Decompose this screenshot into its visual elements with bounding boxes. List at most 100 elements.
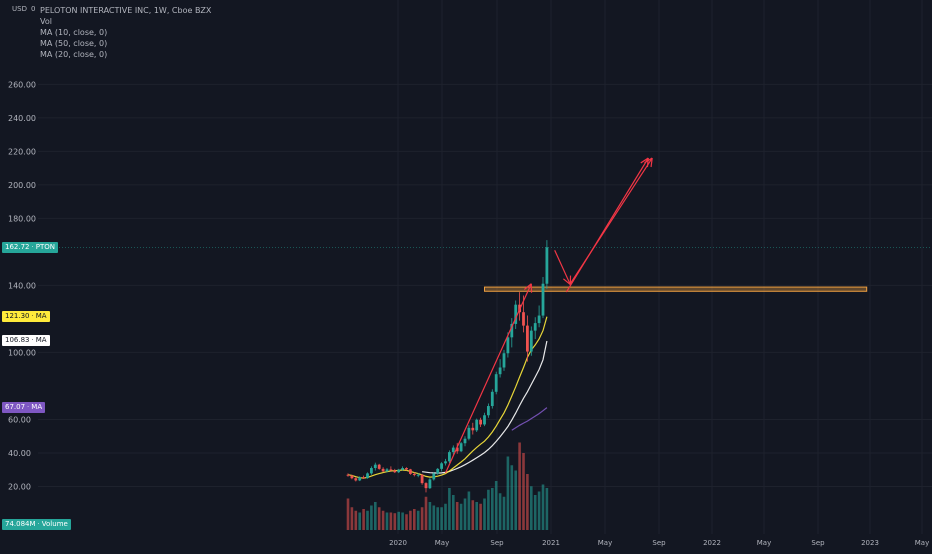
volume-bar [378,507,381,530]
volume-bar [468,492,471,531]
candle-body [421,475,424,483]
price-tag-last: 162.72·PTON [2,242,58,253]
candle-body [366,473,369,478]
volume-bar [530,486,533,530]
legend-ma-50[interactable]: MA (50, close, 0) [40,38,211,49]
y-tick-label: 220.00 [8,147,36,156]
volume-bar [475,502,478,530]
volume-bar [499,493,502,530]
volume-bar [534,495,537,530]
volume-bar [413,509,416,530]
candle-body [526,326,529,352]
candle-body [374,465,377,468]
volume-bar [507,457,510,531]
legend: PELOTON INTERACTIVE INC, 1W, Cboe BZX Vo… [40,5,211,60]
x-tick-label: Sep [811,539,825,547]
volume-bar [351,507,354,530]
volume-bar [518,443,521,531]
x-tick-label: May [435,539,449,547]
y-tick-label: 200.00 [8,181,36,190]
volume-bar [440,507,443,530]
volume-bar [382,511,385,530]
candle-body [471,428,474,431]
legend-ma-10[interactable]: MA (10, close, 0) [40,27,211,38]
volume-bar [425,497,428,530]
price-tag-ma-50: 67.07·MA [2,402,45,413]
volume-bar [444,504,447,530]
candle-body [390,469,393,470]
x-tick-label: May [757,539,771,547]
candle-body [370,468,373,473]
price-tag-ma-10: 121.30·MA [2,311,50,322]
candle-body [475,420,478,431]
volume-bar [355,511,358,530]
candle-body [397,470,400,473]
candle-body [401,468,404,470]
y-tick-label: 100.00 [8,348,36,357]
x-tick-label: May [598,539,612,547]
candle-body [393,471,396,473]
volume-bar [472,500,475,530]
candle-body [405,468,408,469]
x-tick-label: Sep [490,539,504,547]
candle-body [542,284,545,316]
volume-bar [433,506,436,531]
candle-body [347,475,350,476]
legend-vol[interactable]: Vol [40,16,211,27]
candle-body [546,247,549,283]
candle-body [491,392,494,406]
price-tag-ma-20: 106.83·MA [2,335,50,346]
volume-bar [409,511,412,530]
volume-bar [405,514,408,530]
ma-10-line [348,317,547,478]
tag-value: 106.83 [5,336,30,344]
volume-bar [491,488,494,530]
volume-bar [417,511,420,530]
candle-body [354,478,357,480]
volume-bar [460,504,463,530]
volume-tag: 74.084M·Volume [2,519,71,530]
x-tick-label: 2020 [389,539,407,547]
candle-body [452,448,455,453]
legend-ma-20[interactable]: MA (20, close, 0) [40,49,211,60]
trend-arrow-line [555,250,571,284]
y-tick-label: 240.00 [8,114,36,123]
y-tick-label: 140.00 [8,281,36,290]
currency-badge: 0 [31,5,35,13]
tag-value: 74.084M [5,520,36,528]
tag-value: 121.30 [5,312,30,320]
x-tick-label: 2021 [542,539,560,547]
x-tick-label: Sep [652,539,666,547]
tag-label: MA [36,312,47,320]
candle-body [413,474,416,475]
candle-body [432,473,435,479]
volume-bar [511,465,514,530]
volume-bar [370,506,373,531]
candle-body [440,463,443,469]
candle-body [507,337,510,353]
x-tick-label: May [915,539,929,547]
candle-body [436,469,439,474]
volume-bar [546,488,549,530]
volume-bar [464,499,467,531]
candle-body [522,312,525,325]
candle-body [386,469,389,471]
volume-bar [421,507,424,530]
volume-bar [452,495,455,530]
volume-bar [401,513,404,531]
candle-body [382,469,385,472]
candle-body [499,367,502,374]
symbol-title[interactable]: PELOTON INTERACTIVE INC, 1W, Cboe BZX [40,5,211,16]
tag-label: MA [36,336,47,344]
candle-body [538,316,541,324]
candle-body [409,469,412,474]
volume-bar [538,492,541,531]
candle-body [464,439,467,444]
y-tick-label: 40.00 [8,449,31,458]
y-tick-label: 20.00 [8,482,31,491]
volume-bar [394,513,397,530]
volume-bar [495,481,498,530]
